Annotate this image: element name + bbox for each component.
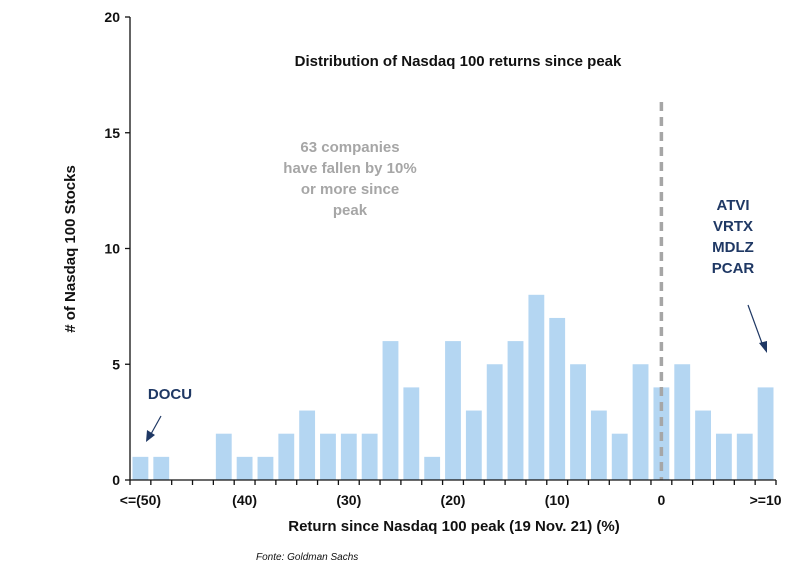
bar — [528, 294, 545, 480]
fallen-annotation-line-4: peak — [333, 202, 368, 219]
bar — [757, 387, 774, 480]
y-tick-label: 15 — [104, 125, 120, 141]
ticker-pcar: PCAR — [712, 260, 755, 277]
y-tick-label: 0 — [112, 472, 120, 488]
y-axis-label: # of Nasdaq 100 Stocks — [62, 165, 79, 333]
bar — [570, 364, 586, 480]
bar — [486, 364, 503, 480]
bar — [320, 433, 336, 480]
bar — [403, 387, 420, 480]
bar — [153, 456, 170, 480]
x-tick-label: (20) — [441, 492, 466, 508]
bar — [549, 317, 566, 480]
fallen-annotation-line-2: have fallen by 10% — [283, 160, 416, 177]
x-tick-label: (10) — [545, 492, 570, 508]
ticker-mdlz: MDLZ — [712, 239, 754, 256]
source-note: Fonte: Goldman Sachs — [256, 552, 358, 563]
bar — [257, 456, 274, 480]
fallen-annotation-line-3: or more since — [301, 181, 399, 198]
fallen-annotation-line-1: 63 companies — [300, 139, 399, 156]
bar — [590, 410, 607, 480]
y-tick-label: 20 — [104, 9, 120, 25]
ticker-vrtx: VRTX — [713, 218, 753, 235]
bar — [507, 341, 524, 480]
x-tick-label: (30) — [336, 492, 361, 508]
bar — [611, 433, 628, 480]
bar — [236, 456, 253, 480]
right-tickers-arrow — [747, 304, 767, 353]
x-tick-label: (40) — [232, 492, 257, 508]
x-tick-label: >=10 — [750, 492, 782, 508]
bar — [715, 433, 732, 480]
x-axis-label: Return since Nasdaq 100 peak (19 Nov. 21… — [288, 518, 620, 535]
bar — [278, 433, 295, 480]
bar — [674, 364, 691, 480]
bar — [736, 433, 753, 480]
bar — [632, 364, 649, 480]
bar — [132, 456, 149, 480]
bar — [695, 410, 711, 480]
y-tick-label: 5 — [112, 356, 120, 372]
docu-arrow — [146, 415, 162, 442]
bar — [361, 433, 378, 480]
bars-group — [132, 294, 774, 480]
ticker-atvi: ATVI — [716, 197, 749, 214]
x-tick-label: <=(50) — [120, 492, 161, 508]
fallen-annotation: 63 companies have fallen by 10% or more … — [283, 139, 416, 219]
bar — [215, 433, 232, 480]
y-tick-label: 10 — [104, 241, 120, 257]
bar — [299, 410, 316, 480]
bar — [340, 433, 357, 480]
bar — [445, 341, 461, 480]
chart-title: Distribution of Nasdaq 100 returns since… — [295, 53, 622, 70]
x-tick-label: 0 — [657, 492, 665, 508]
bar — [424, 456, 441, 480]
ticker-docu: DOCU — [148, 386, 192, 403]
bar — [382, 341, 399, 480]
bar — [465, 410, 482, 480]
right-tickers-annotation: ATVI VRTX MDLZ PCAR — [712, 197, 755, 277]
